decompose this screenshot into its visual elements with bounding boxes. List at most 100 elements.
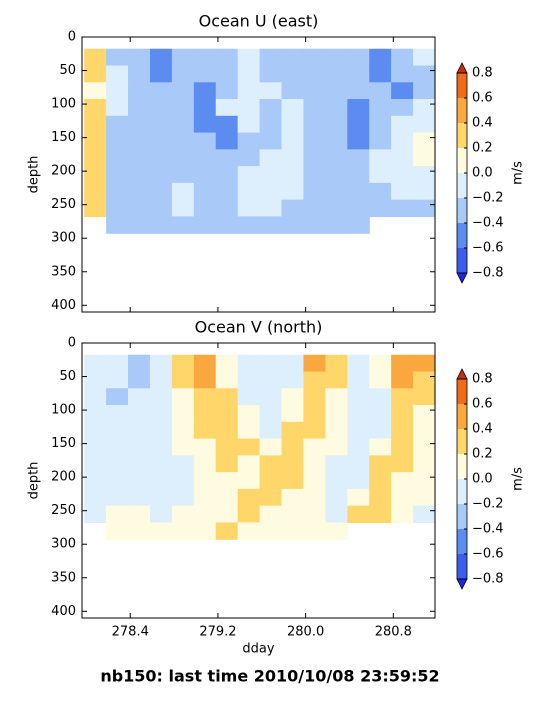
- contour-cell: [106, 488, 129, 507]
- contour-cell: [237, 65, 261, 83]
- contour-cell: [413, 182, 435, 201]
- colorbar-tick-label: −0.2: [472, 191, 504, 206]
- contour-cell: [347, 354, 370, 373]
- contour-cell: [215, 149, 239, 167]
- contour-cell: [215, 472, 239, 490]
- y-tick-label: 0: [68, 336, 76, 351]
- x-tick-label: 279.2: [199, 625, 236, 640]
- contour-cell: [325, 216, 348, 234]
- contour-cell: [325, 438, 348, 456]
- colorbar-tick-label: −0.8: [472, 266, 504, 281]
- contour-cell: [369, 182, 392, 201]
- contour-cell: [171, 99, 195, 117]
- contour-cell: [237, 48, 261, 67]
- contour-cell: [237, 82, 261, 100]
- contour-cell: [259, 216, 283, 234]
- contour-cell: [84, 388, 107, 406]
- contour-cell: [106, 48, 129, 67]
- contour-cell: [325, 149, 348, 167]
- contour-cell: [281, 166, 305, 184]
- contour-cell: [413, 99, 435, 117]
- contour-cell: [413, 455, 435, 473]
- contour-cell: [391, 115, 414, 134]
- contour-cell: [413, 388, 435, 406]
- contour-cell: [413, 115, 435, 134]
- contour-cell: [193, 115, 217, 134]
- contour-cell: [391, 182, 414, 201]
- contour-cell: [303, 371, 326, 389]
- contour-cell: [171, 405, 195, 423]
- contour-cell: [303, 405, 326, 423]
- colorbar-tick-label: −0.8: [472, 572, 504, 587]
- contour-cell: [171, 354, 195, 373]
- contour-cell: [237, 522, 261, 540]
- contour-cell: [106, 199, 129, 218]
- contour-cell: [391, 472, 414, 490]
- contour-cell: [303, 354, 326, 373]
- contour-cell: [237, 354, 261, 373]
- contour-cell: [149, 438, 173, 456]
- contour-cell: [259, 48, 283, 67]
- y-axis-label: depth: [27, 156, 42, 194]
- y-tick-label: 150: [51, 130, 76, 145]
- plot-frame: [81, 36, 436, 313]
- y-tick-label: 50: [59, 63, 76, 78]
- contour-cell: [237, 166, 261, 184]
- contour-cell: [215, 182, 239, 201]
- contour-cell: [237, 455, 261, 473]
- contour-cell: [347, 82, 370, 100]
- contour-cell: [171, 505, 195, 524]
- y-tick-label: 400: [51, 298, 76, 313]
- contour-cell: [215, 99, 239, 117]
- contour-cell: [369, 166, 392, 184]
- x-axis-label: dday: [242, 642, 274, 657]
- y-tick-label: 300: [51, 537, 76, 552]
- contour-cell: [171, 388, 195, 406]
- colorbar-tick-label: −0.4: [472, 522, 504, 537]
- contour-cell: [413, 82, 435, 100]
- contour-cell: [369, 82, 392, 100]
- contour-cell: [106, 166, 129, 184]
- contour-cell: [215, 115, 239, 134]
- contour-cell: [128, 166, 151, 184]
- contour-cell: [193, 65, 217, 83]
- contour-cell: [215, 421, 239, 440]
- contour-cell: [237, 488, 261, 507]
- contour-cell: [325, 421, 348, 440]
- contour-cell: [391, 48, 414, 67]
- y-tick-label: 250: [51, 197, 76, 212]
- contour-cell: [128, 472, 151, 490]
- contour-cell: [281, 82, 305, 100]
- contour-cell: [259, 371, 283, 389]
- contour-cell: [193, 388, 217, 406]
- contour-cell: [128, 522, 151, 540]
- contour-cell: [369, 65, 392, 83]
- contour-cell: [259, 199, 283, 218]
- y-tick-label: 250: [51, 503, 76, 518]
- contour-cell: [347, 216, 370, 234]
- contour-cell: [369, 488, 392, 507]
- colorbar-over: [456, 368, 468, 380]
- contour-cell: [303, 199, 326, 218]
- contour-cell: [215, 48, 239, 67]
- contour-cell: [325, 354, 348, 373]
- contour-cell: [303, 522, 326, 540]
- contour-cell: [391, 99, 414, 117]
- contour-cell: [303, 132, 326, 150]
- contour-cell: [325, 405, 348, 423]
- contour-cell: [106, 354, 129, 373]
- colorbar-tick-label: −0.4: [472, 216, 504, 231]
- contour-cell: [171, 455, 195, 473]
- contour-cell: [369, 405, 392, 423]
- contour-cell: [215, 82, 239, 100]
- contour-cell: [347, 199, 370, 218]
- contour-cell: [171, 199, 195, 218]
- contour-cell: [325, 166, 348, 184]
- contour-cell: [347, 405, 370, 423]
- contour-cell: [259, 522, 283, 540]
- contour-cell: [325, 199, 348, 218]
- contour-cell: [84, 438, 107, 456]
- contour-cell: [413, 405, 435, 423]
- contour-cell: [369, 438, 392, 456]
- colorbar-segment: [457, 404, 467, 429]
